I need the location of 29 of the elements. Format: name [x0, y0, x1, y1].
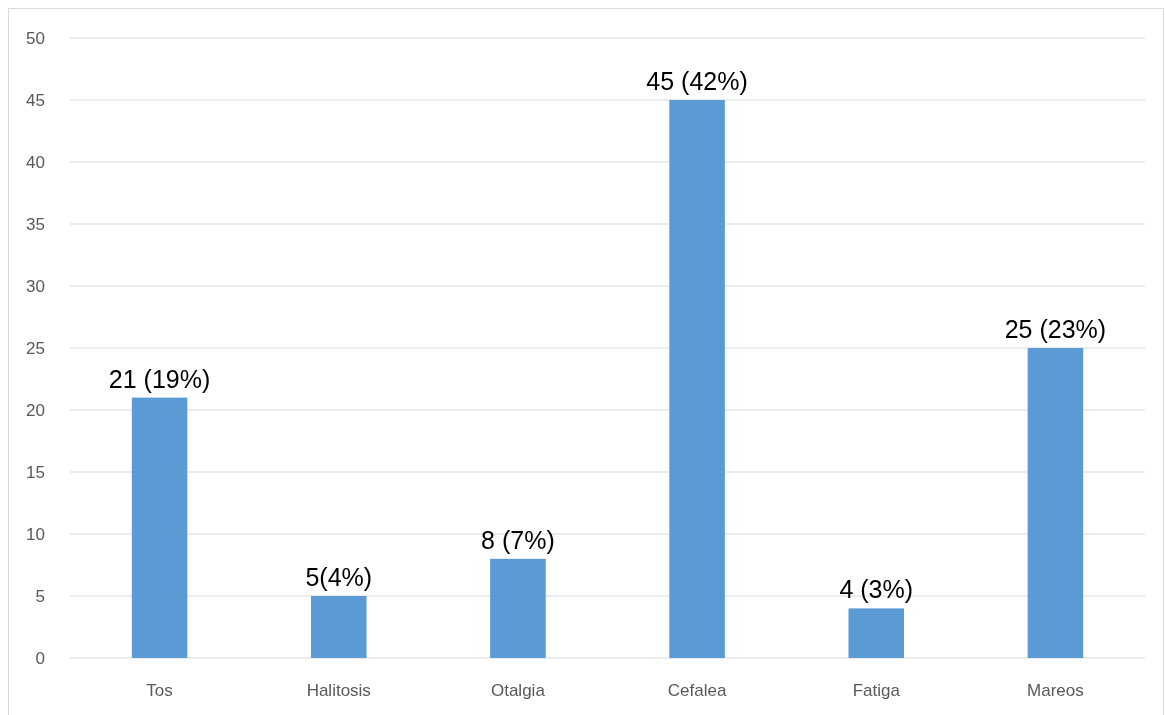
y-tick-label: 10: [26, 524, 45, 544]
y-tick-label: 0: [35, 648, 45, 668]
y-tick-label: 20: [26, 400, 45, 420]
bar: [310, 596, 367, 658]
y-tick-label: 25: [26, 338, 45, 358]
data-label: 8 (7%): [481, 525, 555, 554]
y-tick-label: 45: [26, 90, 45, 110]
y-tick-label: 40: [26, 152, 45, 172]
data-label: 4 (3%): [839, 575, 914, 604]
bar: [490, 558, 546, 658]
x-tick-label: Cefalea: [667, 681, 727, 700]
x-tick-label: Otalgia: [490, 681, 546, 700]
data-label: 25 (23%): [1004, 315, 1107, 343]
y-tick-label: 50: [26, 28, 45, 48]
data-label: 5(4%): [305, 563, 373, 591]
bar: [848, 608, 905, 658]
y-tick-label: 5: [35, 586, 45, 606]
bar: [1027, 348, 1084, 658]
x-tick-label: Tos: [146, 681, 173, 700]
x-tick-label: Halitosis: [306, 681, 371, 700]
x-tick-label: Mareos: [1027, 681, 1084, 700]
bar: [669, 100, 725, 658]
x-tick-label: Fatiga: [852, 681, 901, 700]
y-tick-label: 35: [26, 214, 45, 234]
y-tick-label: 30: [26, 276, 45, 296]
data-label: 45 (42%): [646, 67, 748, 95]
bar: [131, 397, 188, 658]
data-label: 21 (19%): [108, 364, 211, 393]
y-tick-label: 15: [26, 462, 45, 482]
